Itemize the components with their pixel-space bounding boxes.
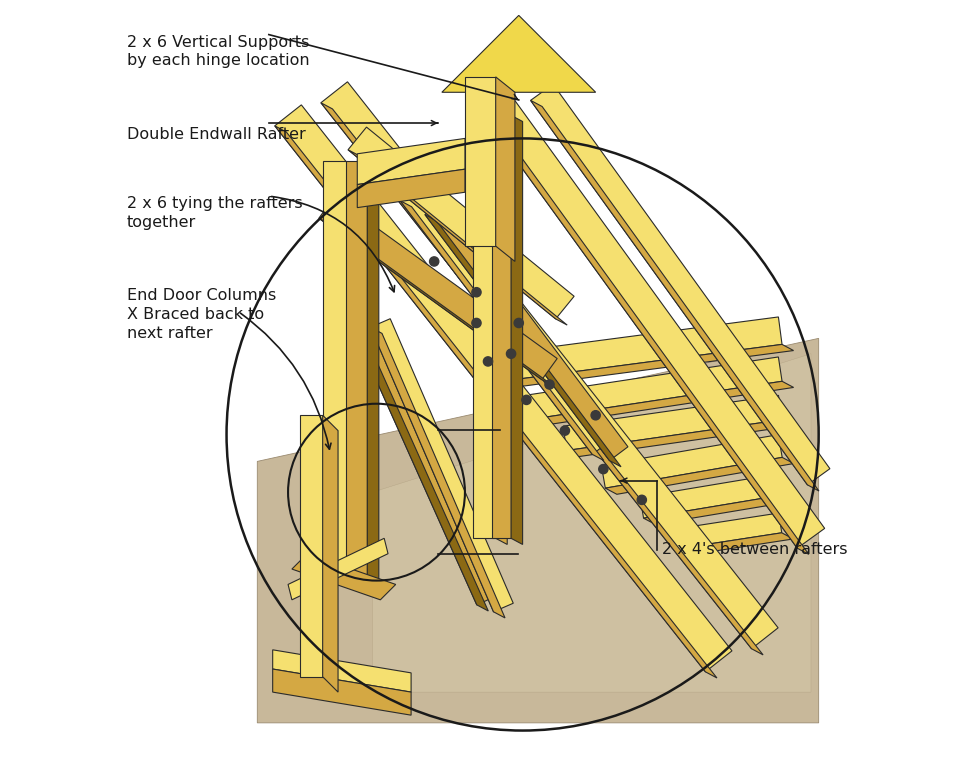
- Polygon shape: [486, 317, 782, 383]
- Polygon shape: [323, 415, 338, 692]
- Polygon shape: [275, 105, 732, 672]
- Polygon shape: [300, 415, 323, 677]
- Polygon shape: [472, 115, 496, 538]
- Polygon shape: [528, 381, 793, 426]
- Polygon shape: [567, 420, 793, 457]
- Polygon shape: [465, 77, 496, 246]
- Polygon shape: [643, 495, 793, 524]
- Polygon shape: [347, 161, 359, 591]
- Polygon shape: [400, 184, 614, 454]
- Polygon shape: [275, 126, 717, 678]
- Polygon shape: [346, 313, 488, 611]
- Circle shape: [545, 380, 554, 389]
- Polygon shape: [474, 102, 809, 554]
- Polygon shape: [371, 318, 513, 612]
- Circle shape: [598, 464, 608, 474]
- Polygon shape: [321, 103, 763, 655]
- Circle shape: [591, 411, 600, 420]
- Circle shape: [471, 318, 481, 328]
- Polygon shape: [531, 101, 819, 491]
- Text: Double Endwall Rafter: Double Endwall Rafter: [127, 127, 305, 142]
- Polygon shape: [425, 201, 628, 461]
- Circle shape: [507, 349, 515, 358]
- Polygon shape: [288, 538, 388, 600]
- Polygon shape: [272, 650, 411, 692]
- Polygon shape: [640, 474, 782, 518]
- Text: 2 x 6 Vertical Supports
by each hinge location: 2 x 6 Vertical Supports by each hinge lo…: [127, 35, 309, 68]
- Circle shape: [514, 318, 523, 328]
- Circle shape: [429, 257, 439, 266]
- Polygon shape: [425, 215, 621, 467]
- Polygon shape: [490, 345, 793, 389]
- Polygon shape: [348, 127, 574, 319]
- Circle shape: [471, 288, 481, 297]
- Polygon shape: [357, 169, 465, 208]
- Polygon shape: [321, 82, 778, 649]
- Polygon shape: [258, 338, 819, 723]
- Text: 2 x 4's between rafters: 2 x 4's between rafters: [662, 542, 847, 558]
- Polygon shape: [496, 115, 508, 544]
- Polygon shape: [272, 669, 411, 715]
- Polygon shape: [496, 77, 515, 261]
- Polygon shape: [442, 15, 595, 92]
- Polygon shape: [678, 513, 782, 548]
- Polygon shape: [357, 138, 465, 185]
- Polygon shape: [373, 354, 811, 692]
- Polygon shape: [400, 201, 604, 461]
- Circle shape: [522, 395, 531, 404]
- Circle shape: [560, 426, 570, 435]
- Polygon shape: [371, 328, 505, 618]
- Polygon shape: [346, 161, 367, 584]
- Polygon shape: [525, 357, 782, 420]
- Circle shape: [483, 357, 493, 366]
- Polygon shape: [474, 82, 825, 548]
- Polygon shape: [348, 150, 567, 325]
- Text: 2 x 6 tying the rafters
together: 2 x 6 tying the rafters together: [127, 196, 303, 230]
- Polygon shape: [605, 458, 793, 494]
- Polygon shape: [563, 395, 782, 451]
- Polygon shape: [531, 84, 830, 485]
- Circle shape: [637, 495, 646, 504]
- Polygon shape: [323, 161, 347, 584]
- Polygon shape: [346, 302, 500, 605]
- Polygon shape: [492, 115, 511, 538]
- Polygon shape: [682, 533, 793, 554]
- Polygon shape: [601, 434, 782, 488]
- Polygon shape: [292, 554, 395, 600]
- Polygon shape: [319, 197, 557, 380]
- Polygon shape: [319, 218, 553, 386]
- Text: End Door Columns
X Braced back to
next rafter: End Door Columns X Braced back to next r…: [127, 288, 276, 341]
- Polygon shape: [511, 115, 522, 544]
- Polygon shape: [367, 161, 379, 591]
